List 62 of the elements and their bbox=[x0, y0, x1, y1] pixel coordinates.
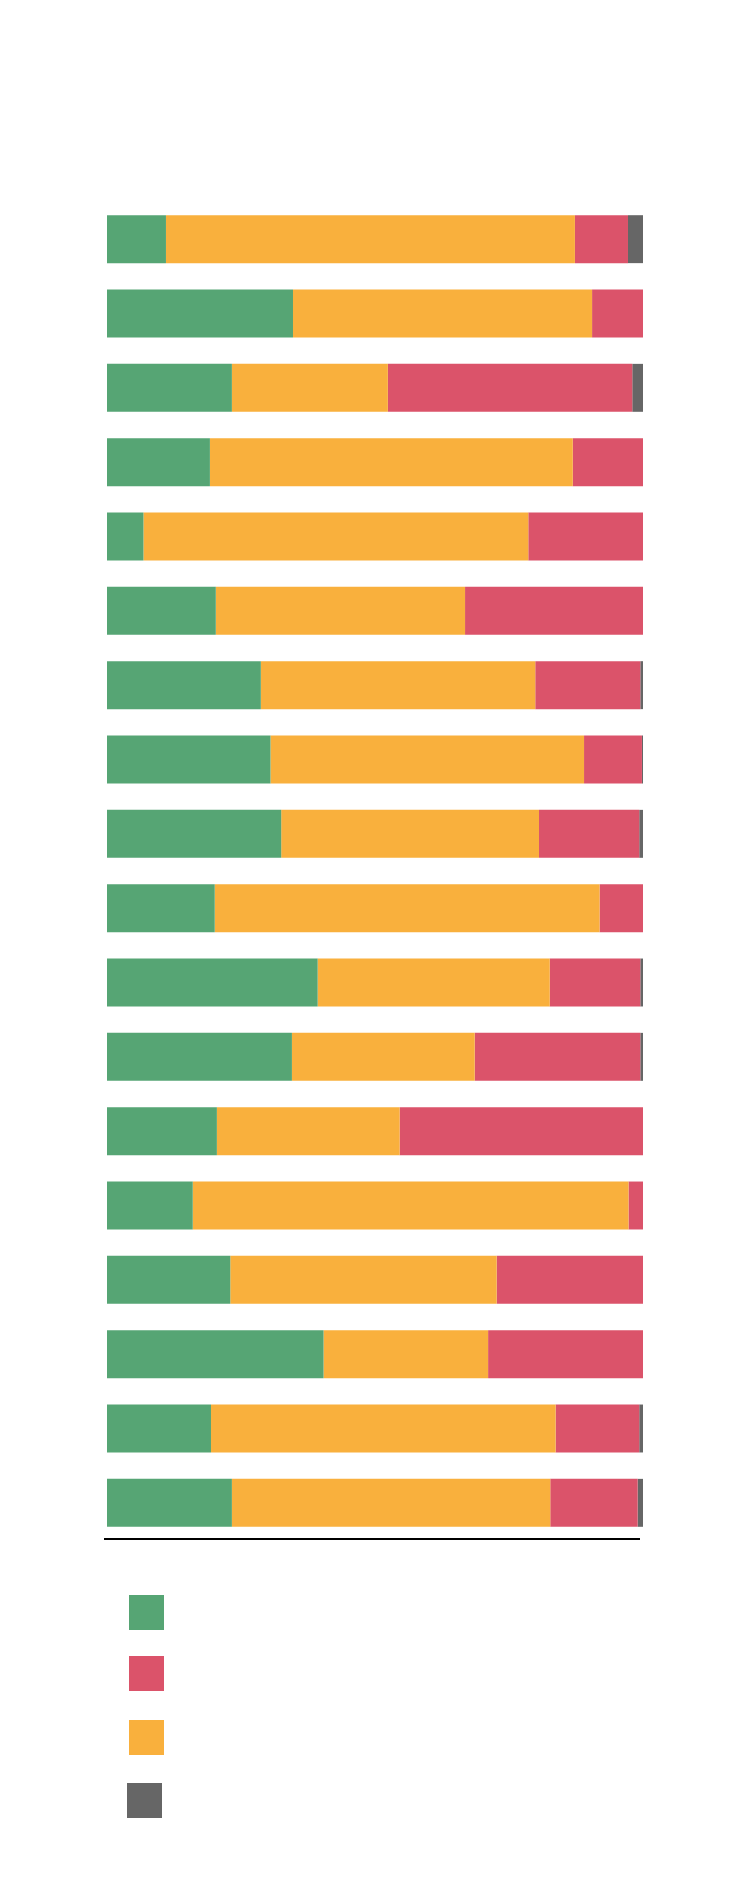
bar bbox=[632, 363, 643, 412]
bar bbox=[260, 661, 536, 710]
bar bbox=[528, 512, 643, 561]
bar bbox=[465, 586, 643, 635]
bar bbox=[640, 958, 643, 1007]
bar bbox=[107, 512, 144, 561]
bar bbox=[639, 1404, 643, 1453]
bar bbox=[323, 1330, 489, 1379]
bar bbox=[639, 809, 643, 858]
bar bbox=[555, 1404, 640, 1453]
bar bbox=[107, 884, 215, 933]
bar bbox=[599, 884, 643, 933]
bar bbox=[474, 1032, 641, 1081]
bar bbox=[627, 215, 643, 264]
bar bbox=[107, 661, 261, 710]
bar bbox=[107, 1032, 292, 1081]
bar bbox=[107, 438, 210, 487]
bar bbox=[539, 809, 640, 858]
bar bbox=[640, 661, 643, 710]
bar bbox=[107, 1255, 231, 1304]
bar bbox=[535, 661, 641, 710]
bar bbox=[107, 1404, 211, 1453]
bar bbox=[592, 289, 643, 338]
bar bbox=[496, 1255, 643, 1304]
bar bbox=[107, 1181, 193, 1230]
bar bbox=[107, 1107, 217, 1156]
bar bbox=[574, 215, 628, 264]
bar bbox=[584, 735, 642, 784]
bar bbox=[291, 1032, 475, 1081]
bar bbox=[107, 289, 293, 338]
bar bbox=[216, 1107, 400, 1156]
bar bbox=[107, 363, 232, 412]
bar bbox=[209, 438, 573, 487]
bar bbox=[399, 1107, 643, 1156]
bar bbox=[281, 809, 540, 858]
bar bbox=[107, 215, 166, 264]
bar bbox=[292, 289, 593, 338]
bar bbox=[107, 1330, 324, 1379]
bar bbox=[107, 1478, 232, 1527]
bar bbox=[640, 1032, 643, 1081]
bar bbox=[165, 215, 575, 264]
bar bbox=[214, 884, 600, 933]
bar bbox=[215, 586, 466, 635]
bar bbox=[628, 1181, 643, 1230]
bar bbox=[210, 1404, 556, 1453]
bar bbox=[317, 958, 550, 1007]
bar bbox=[107, 735, 271, 784]
bar bbox=[550, 1478, 638, 1527]
bar bbox=[143, 512, 529, 561]
bar bbox=[230, 1255, 497, 1304]
bar bbox=[231, 363, 388, 412]
bar bbox=[231, 1478, 551, 1527]
bar bbox=[387, 363, 633, 412]
bar bbox=[192, 1181, 629, 1230]
bar bbox=[107, 586, 216, 635]
bar bbox=[488, 1330, 643, 1379]
bar bbox=[107, 809, 282, 858]
bar bbox=[270, 735, 585, 784]
bar bbox=[549, 958, 641, 1007]
bar bbox=[107, 958, 318, 1007]
bar bbox=[572, 438, 643, 487]
bar bbox=[637, 1478, 643, 1527]
